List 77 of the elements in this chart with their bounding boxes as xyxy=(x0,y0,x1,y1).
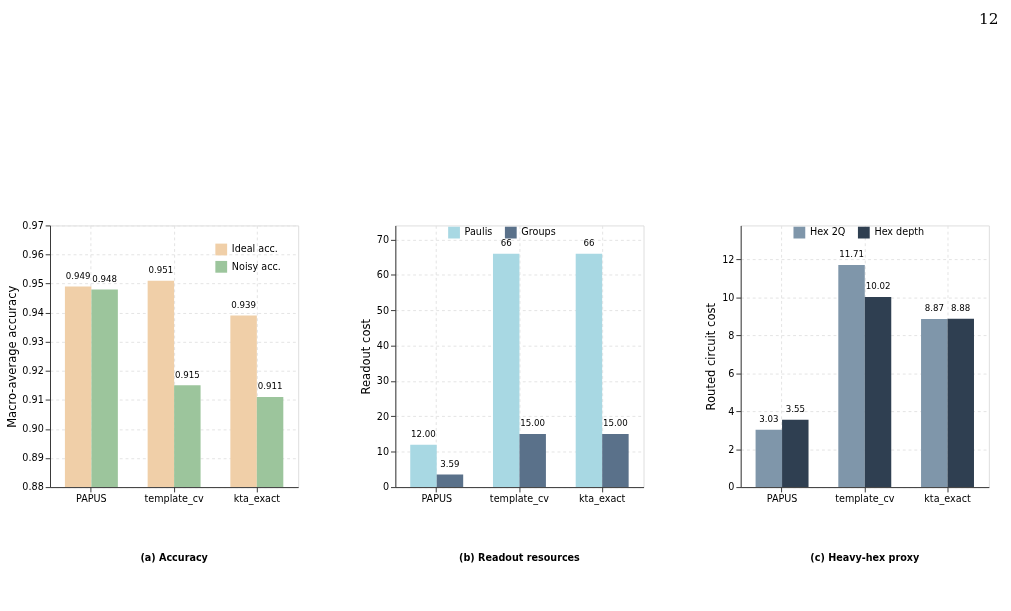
y-tick-label: 40 xyxy=(376,340,390,352)
legend-label: Groups xyxy=(521,226,556,238)
data-label: 0.948 xyxy=(92,273,117,284)
y-tick-label: 0.93 xyxy=(22,336,44,348)
legend-label: Paulis xyxy=(464,226,493,238)
data-label: 0.951 xyxy=(148,265,174,275)
y-tick-label: 0.88 xyxy=(22,481,44,493)
data-label: 0.911 xyxy=(257,381,283,392)
y-tick-label: 70 xyxy=(376,233,390,245)
data-label: 66 xyxy=(583,238,595,249)
y-tick-label: 0.97 xyxy=(22,219,44,231)
y-tick-label: 20 xyxy=(376,410,390,422)
x-tick-label: template_cv xyxy=(835,493,895,506)
bar xyxy=(921,318,948,488)
y-tick-label: 2 xyxy=(728,443,735,455)
y-tick-label: 0.96 xyxy=(22,248,44,260)
bar xyxy=(782,419,809,488)
text: (b) Readout resources xyxy=(459,552,581,564)
x-tick-label: PAPUS xyxy=(421,493,453,505)
text: (a) Accuracy xyxy=(140,552,209,564)
data-label: 0.915 xyxy=(174,369,200,380)
bar xyxy=(947,318,974,488)
y-tick-label: 6 xyxy=(728,367,735,379)
y-axis-title: Routed circuit cost xyxy=(704,302,719,411)
data-label: 8.87 xyxy=(924,303,944,314)
y-tick-label: 12 xyxy=(722,253,735,265)
x-tick-label: template_cv xyxy=(489,493,550,506)
y-tick-label: 60 xyxy=(376,269,390,281)
data-label: 3.59 xyxy=(440,458,460,469)
x-tick-label: kta_exact xyxy=(578,493,626,506)
data-label: 3.03 xyxy=(759,413,779,424)
y-tick-label: 0 xyxy=(728,481,735,493)
y-tick-label: 50 xyxy=(376,304,390,316)
y-tick-label: 8 xyxy=(728,329,735,341)
data-label: 12.00 xyxy=(411,428,436,439)
data-label: 8.88 xyxy=(951,303,971,314)
bar xyxy=(492,253,520,488)
x-tick-label: kta_exact xyxy=(233,493,281,506)
y-tick-label: 0.90 xyxy=(22,423,44,435)
data-label: 15.00 xyxy=(520,418,546,429)
bar xyxy=(410,444,437,488)
legend-label: Ideal acc. xyxy=(231,243,278,255)
y-tick-label: 0.95 xyxy=(22,277,44,289)
y-tick-label: 0 xyxy=(382,481,390,493)
y-tick-label: 4 xyxy=(728,405,735,417)
bar xyxy=(602,434,629,488)
text: 12 xyxy=(978,10,999,29)
x-tick-label: PAPUS xyxy=(76,493,107,505)
data-label: 0.949 xyxy=(65,270,91,281)
bar xyxy=(838,265,865,488)
bar xyxy=(575,253,603,488)
legend-label: Hex 2Q xyxy=(809,226,846,238)
data-label: 10.02 xyxy=(865,281,891,292)
data-label: 11.71 xyxy=(839,249,864,260)
y-axis-title: Readout cost xyxy=(359,318,374,395)
y-axis-title: Macro-average accuracy xyxy=(4,285,19,428)
y-tick-label: 10 xyxy=(376,446,390,458)
data-label: 66 xyxy=(500,238,512,249)
x-tick-label: kta_exact xyxy=(924,493,971,506)
data-label: 0.939 xyxy=(231,299,256,310)
y-tick-label: 0.92 xyxy=(22,365,44,377)
legend-label: Hex depth xyxy=(874,226,925,238)
bar xyxy=(519,434,546,488)
y-tick-label: 0.89 xyxy=(22,452,44,464)
text: (c) Heavy-hex proxy xyxy=(810,552,920,564)
bar xyxy=(436,474,464,488)
x-tick-label: PAPUS xyxy=(766,493,798,505)
y-tick-label: 0.91 xyxy=(22,394,44,406)
y-tick-label: 10 xyxy=(722,291,735,303)
data-label: 3.55 xyxy=(785,404,805,415)
x-tick-label: template_cv xyxy=(144,493,204,506)
bar xyxy=(864,297,892,488)
y-tick-label: 30 xyxy=(376,375,390,387)
bar xyxy=(755,429,783,488)
y-tick-label: 0.94 xyxy=(22,307,44,319)
legend-label: Noisy acc. xyxy=(231,260,281,272)
data-label: 15.00 xyxy=(603,418,628,429)
